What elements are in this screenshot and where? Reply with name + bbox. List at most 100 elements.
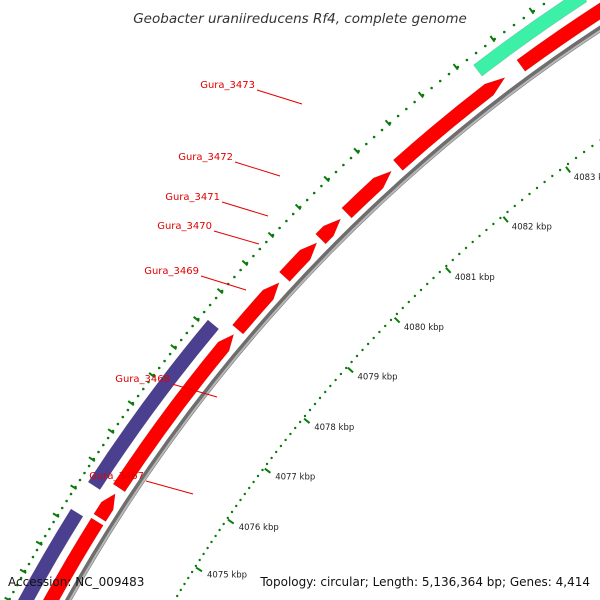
scale-dot [591,144,594,148]
gene-label-connector [221,201,269,217]
scale-tick-label: 4076 kbp [239,523,279,533]
scale-dot [329,384,332,388]
scale-dot [275,450,278,454]
scale-dot [574,156,578,160]
gene-label: Gura_3472 [178,152,233,163]
scale-dot [230,510,234,514]
outer-dot [185,331,189,335]
outer-dot [12,590,15,594]
scale-tick-label: 4081 kbp [455,273,495,283]
outer-dot [191,324,194,328]
outer-tick-dots [4,2,546,600]
outer-dot [278,226,281,230]
outer-dot [342,163,345,167]
scale-tick-dots [176,139,600,598]
outer-tick [88,456,96,462]
scale-dot [176,594,179,598]
scale-dot [284,438,287,442]
scale-dot [256,474,260,478]
outer-dot [474,51,478,55]
outer-dot [43,534,47,538]
genome-backbone [65,25,600,600]
outer-dot [27,562,31,566]
outer-dot [503,30,506,34]
scale-dot [451,258,454,262]
scale-dot [543,180,546,184]
outer-dot [69,492,73,496]
scale-dot [183,582,186,586]
scale-dot [179,588,182,592]
outer-dot [65,499,68,503]
outer-dot [320,184,323,188]
backbone-highlight [69,29,600,600]
scale-dot [261,468,264,472]
scale-dot [313,402,317,406]
outer-tick [193,316,200,323]
outer-dot [447,72,451,76]
outer-dot [305,198,309,202]
scale-tick-label: 4080 kbp [404,323,444,333]
scale-dot [218,528,221,532]
gene-arrow [516,2,600,72]
outer-tick [170,344,177,351]
outer-dot [312,191,316,195]
gene-arrow [42,517,104,600]
scale-dot [350,360,353,364]
scale-dot [419,288,423,292]
scale-major-tick [565,166,571,173]
outer-tick [127,400,135,406]
outer-tick [353,147,360,155]
outer-tick [528,7,535,15]
outer-dot [380,128,384,132]
outer-dot [265,240,268,244]
scale-dot [226,516,229,520]
outer-dot [106,436,110,440]
backbone-arc [65,25,600,600]
outer-dot [142,387,145,391]
scale-major-tick [195,566,203,573]
scale-dot [492,222,495,226]
outer-dot [97,450,100,454]
scale-dot [426,282,429,286]
gene-label-connector [234,161,281,177]
scale-dot [206,546,209,550]
outer-tick [19,568,27,574]
outer-tick [384,119,391,127]
scale-dot [202,552,205,556]
outer-dot [87,464,91,468]
outer-dot [136,394,140,398]
outer-dot [102,443,105,447]
outer-dot [214,296,218,300]
scale-dot [222,522,225,526]
outer-dot [179,338,183,342]
scale-dot [395,312,399,316]
outer-dot [233,275,236,279]
outer-tick [52,512,60,518]
outer-dot [147,380,150,384]
scale-dot [499,216,502,220]
scale-dot [270,456,273,460]
scale-major-tick [227,518,235,525]
outer-dot [126,408,130,412]
scale-dot [566,162,570,166]
scale-dot [345,366,348,370]
outer-dot [413,100,416,104]
scale-dot [372,336,375,340]
scale-tick-label: 4077 kbp [275,472,315,482]
scale-dot [298,420,302,424]
outer-tick [267,231,275,239]
outer-tick [148,372,156,379]
scale-dot [339,372,343,376]
scale-dot [407,300,410,304]
scale-dot [294,426,297,430]
scale-dot [506,210,509,214]
outer-dot [465,58,469,62]
outer-dot [285,219,288,223]
gene-label: Gura_3470 [157,221,212,232]
outer-dot [48,527,51,531]
gene-arrow [341,170,392,219]
scale-major-tick [264,467,271,474]
scale-dot [389,318,393,322]
scale-dot [239,498,242,502]
